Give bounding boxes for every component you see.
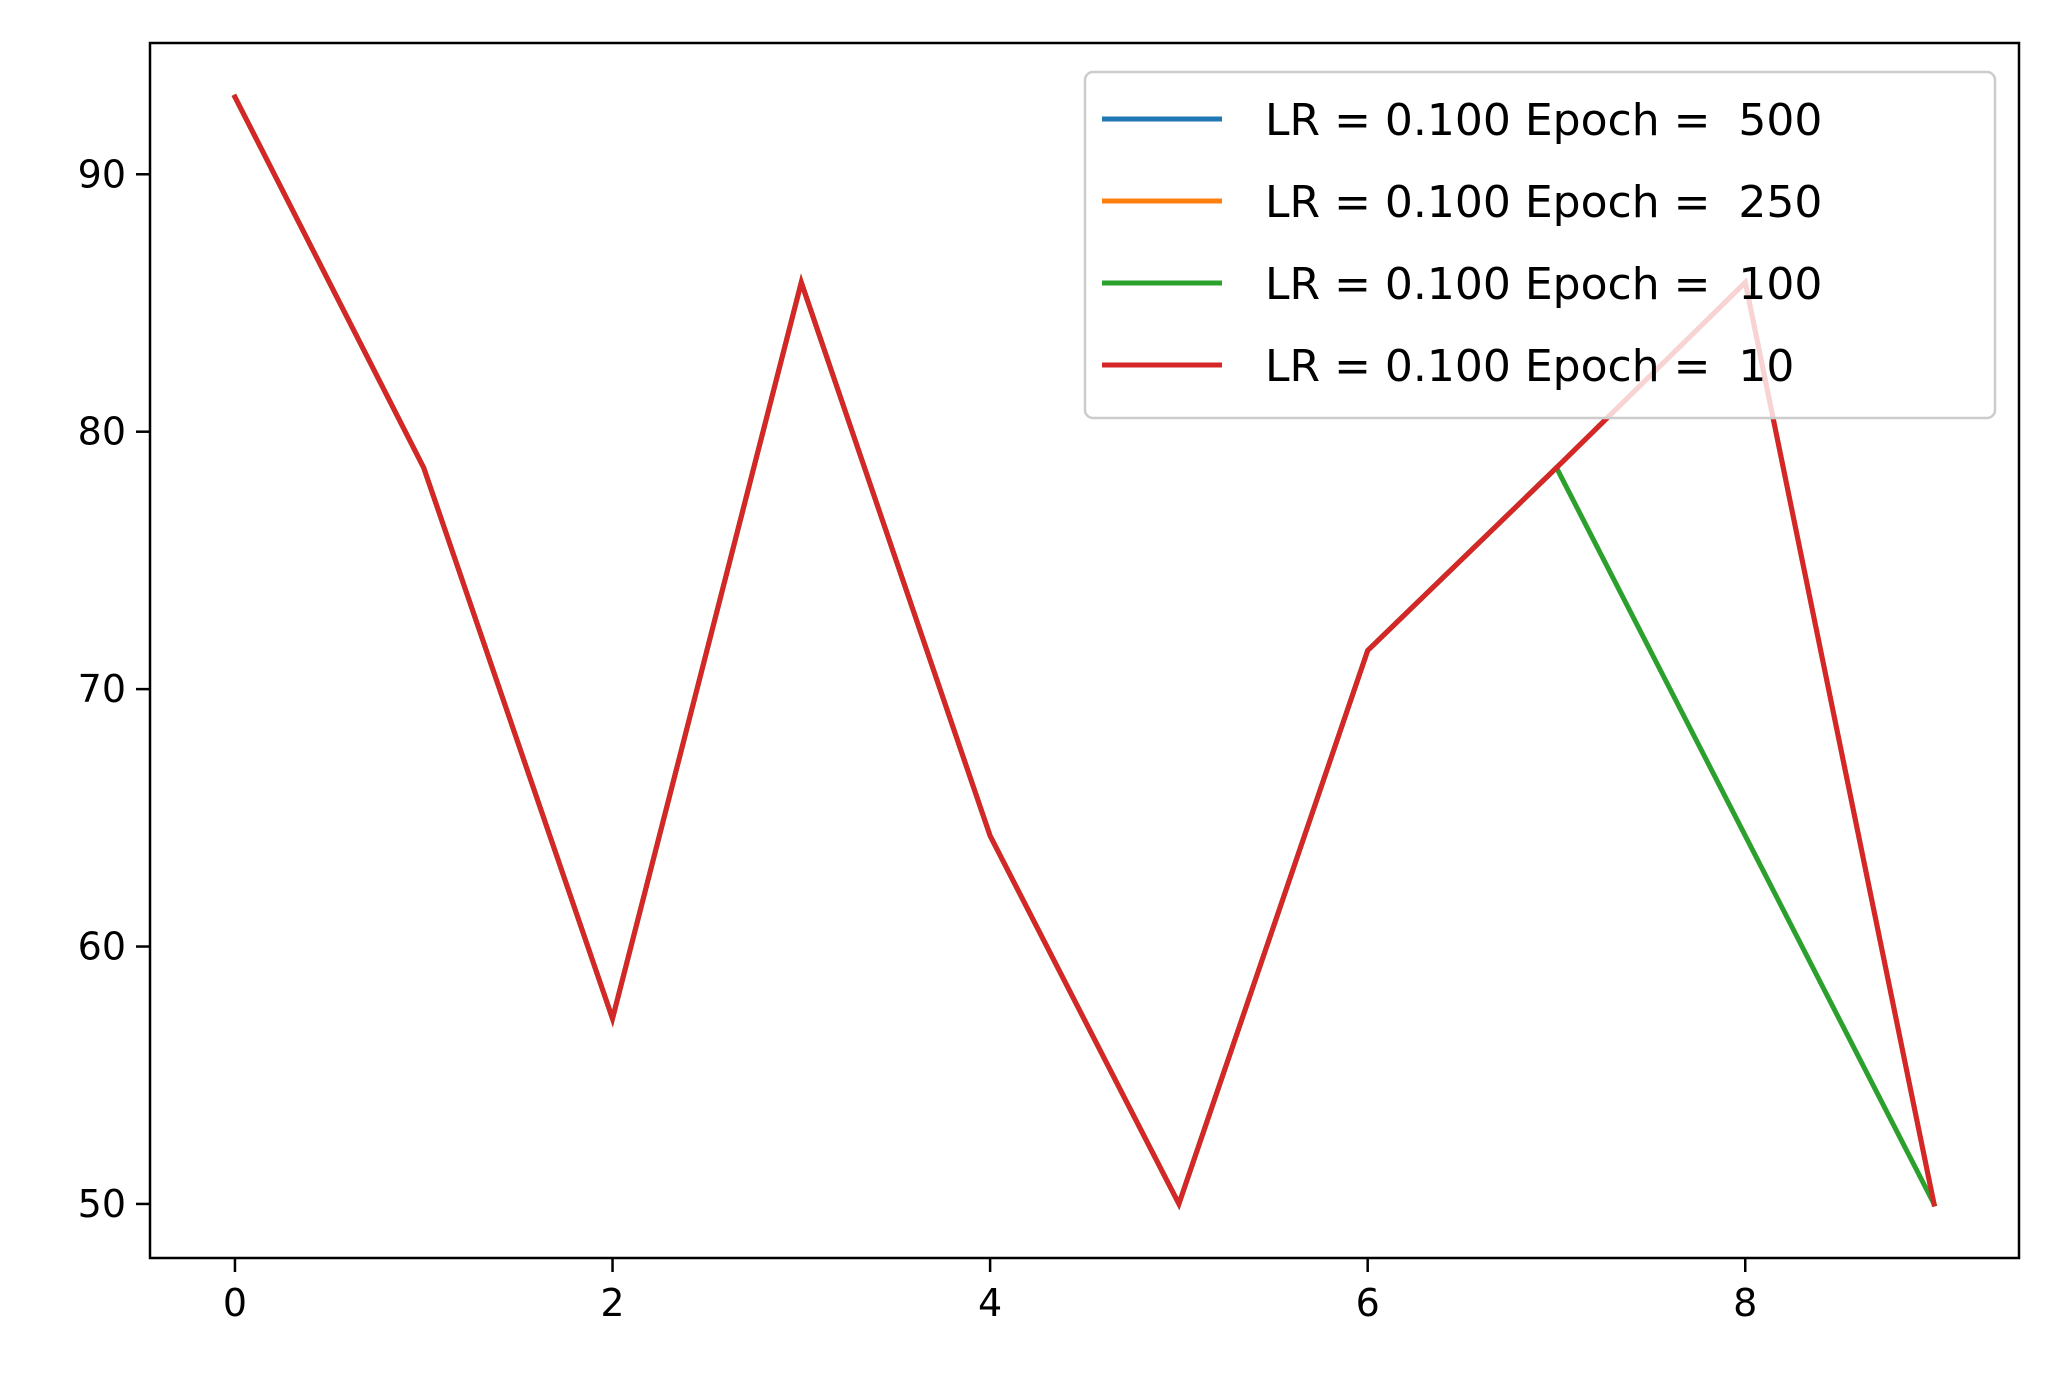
y-tick-label-0: 50: [78, 1182, 126, 1226]
legend-label-0: LR = 0.100 Epoch = 500: [1265, 95, 1822, 146]
x-axis: 0 2 4 6 8: [223, 1258, 1757, 1325]
plot-area-frame: [148, 41, 2021, 1260]
x-tick-label-2: 4: [978, 1281, 1002, 1325]
x-tick-label-3: 6: [1356, 1281, 1380, 1325]
y-axis: 50 60 70 80 90: [78, 152, 150, 1226]
y-tick-label-1: 60: [78, 925, 126, 969]
legend-label-2: LR = 0.100 Epoch = 100: [1265, 259, 1822, 310]
x-tick-label-4: 8: [1733, 1281, 1757, 1325]
legend-label-3: LR = 0.100 Epoch = 10: [1265, 341, 1794, 392]
y-tick-label-3: 80: [78, 410, 126, 454]
y-tick-label-4: 90: [78, 152, 126, 196]
legend-label-1: LR = 0.100 Epoch = 250: [1265, 177, 1822, 228]
legend: LR = 0.100 Epoch = 500 LR = 0.100 Epoch =…: [1083, 70, 1997, 420]
x-tick-label-0: 0: [223, 1281, 247, 1325]
x-tick-label-1: 2: [600, 1281, 624, 1325]
y-tick-label-2: 70: [78, 667, 126, 711]
legend-box: [1083, 70, 1997, 420]
